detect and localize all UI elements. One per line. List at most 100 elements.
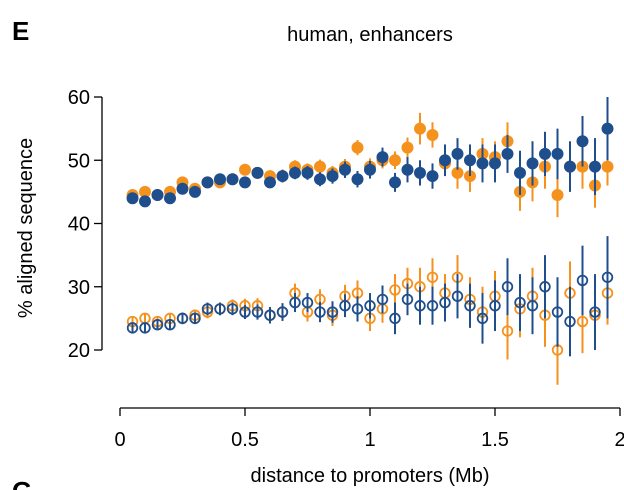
- data-point: [151, 189, 164, 202]
- axes: 20 30 40 50 60 0 0.5 1 1.5 2: [68, 87, 624, 451]
- data-point: [264, 309, 276, 321]
- data-point: [251, 166, 264, 179]
- data-point: [389, 284, 401, 296]
- data-point: [526, 157, 539, 170]
- y-tick-label: 30: [68, 277, 90, 299]
- data-point: [176, 182, 189, 195]
- data-point: [414, 166, 426, 179]
- x-tick-label: 2: [614, 429, 624, 451]
- data-point: [339, 300, 351, 312]
- data-point: [364, 300, 376, 312]
- data-point: [251, 306, 264, 318]
- y-tick-label: 40: [68, 214, 90, 236]
- data-point: [539, 147, 551, 160]
- data-point: [351, 141, 364, 154]
- data-point: [601, 160, 614, 173]
- data-point: [526, 300, 539, 312]
- data-point: [439, 154, 451, 167]
- data-point: [126, 192, 139, 205]
- data-point: [376, 151, 389, 164]
- data-point: [514, 296, 526, 309]
- x-tick-label: 1.5: [481, 429, 509, 451]
- data-point: [601, 122, 614, 135]
- data-point: [189, 185, 201, 198]
- data-point: [314, 306, 326, 318]
- y-tick-label: 50: [68, 150, 90, 172]
- data-point: [576, 135, 589, 148]
- data-point: [414, 300, 426, 312]
- data-point: [401, 163, 414, 176]
- data-point: [564, 160, 576, 173]
- data-point: [289, 166, 301, 179]
- data-point: [289, 296, 301, 309]
- data-point: [389, 312, 401, 325]
- data-point: [326, 306, 339, 318]
- data-point: [214, 173, 226, 186]
- data-point: [376, 293, 389, 306]
- data-point: [301, 296, 314, 309]
- data-point: [164, 192, 176, 205]
- data-point: [576, 274, 589, 287]
- data-point: [139, 195, 151, 208]
- data-point: [576, 315, 589, 328]
- data-point: [426, 128, 439, 141]
- data-point: [389, 154, 401, 167]
- data-point: [551, 147, 564, 160]
- data-point: [476, 157, 489, 170]
- data-point: [201, 176, 214, 189]
- data-point: [551, 306, 564, 318]
- series-blue-open: [126, 236, 614, 357]
- data-point: [464, 300, 476, 312]
- data-point: [314, 160, 326, 173]
- data-point: [564, 315, 576, 328]
- data-point: [489, 300, 501, 312]
- data-marks: [126, 97, 614, 385]
- x-tick-label: 0.5: [231, 429, 259, 451]
- data-point: [514, 166, 526, 179]
- data-point: [551, 189, 564, 202]
- data-point: [451, 290, 464, 302]
- x-tick-label: 0: [114, 429, 125, 451]
- data-point: [239, 176, 251, 189]
- chart-title: human, enhancers: [287, 24, 453, 46]
- data-point: [314, 173, 326, 186]
- data-point: [226, 173, 239, 186]
- data-point: [401, 141, 414, 154]
- data-point: [214, 303, 226, 315]
- data-point: [276, 170, 289, 183]
- data-point: [501, 281, 514, 293]
- data-point: [151, 319, 164, 331]
- y-axis-label: % aligned sequence: [15, 138, 37, 318]
- panel-letter-g: G: [12, 476, 32, 490]
- panel-letter-e: E: [12, 16, 29, 46]
- data-point: [414, 122, 426, 135]
- data-point: [239, 163, 251, 176]
- data-point: [501, 147, 514, 160]
- data-point: [476, 312, 489, 325]
- data-point: [401, 293, 414, 306]
- data-point: [589, 306, 601, 318]
- data-point: [439, 296, 451, 309]
- data-point: [364, 163, 376, 176]
- data-point: [426, 170, 439, 183]
- data-point: [264, 176, 276, 189]
- data-point: [176, 312, 189, 325]
- data-point: [201, 303, 214, 315]
- data-point: [339, 163, 351, 176]
- data-point: [589, 160, 601, 173]
- data-point: [464, 154, 476, 167]
- series-blue-filled: [126, 97, 614, 208]
- data-point: [189, 312, 201, 325]
- data-point: [226, 303, 239, 315]
- data-point: [426, 271, 439, 283]
- data-point: [239, 306, 251, 318]
- x-tick-label: 1: [364, 429, 375, 451]
- data-point: [451, 147, 464, 160]
- data-point: [351, 303, 364, 315]
- data-point: [426, 300, 439, 312]
- x-axis-label: distance to promoters (Mb): [251, 465, 490, 487]
- data-point: [539, 281, 551, 293]
- data-point: [351, 173, 364, 186]
- data-point: [164, 319, 176, 331]
